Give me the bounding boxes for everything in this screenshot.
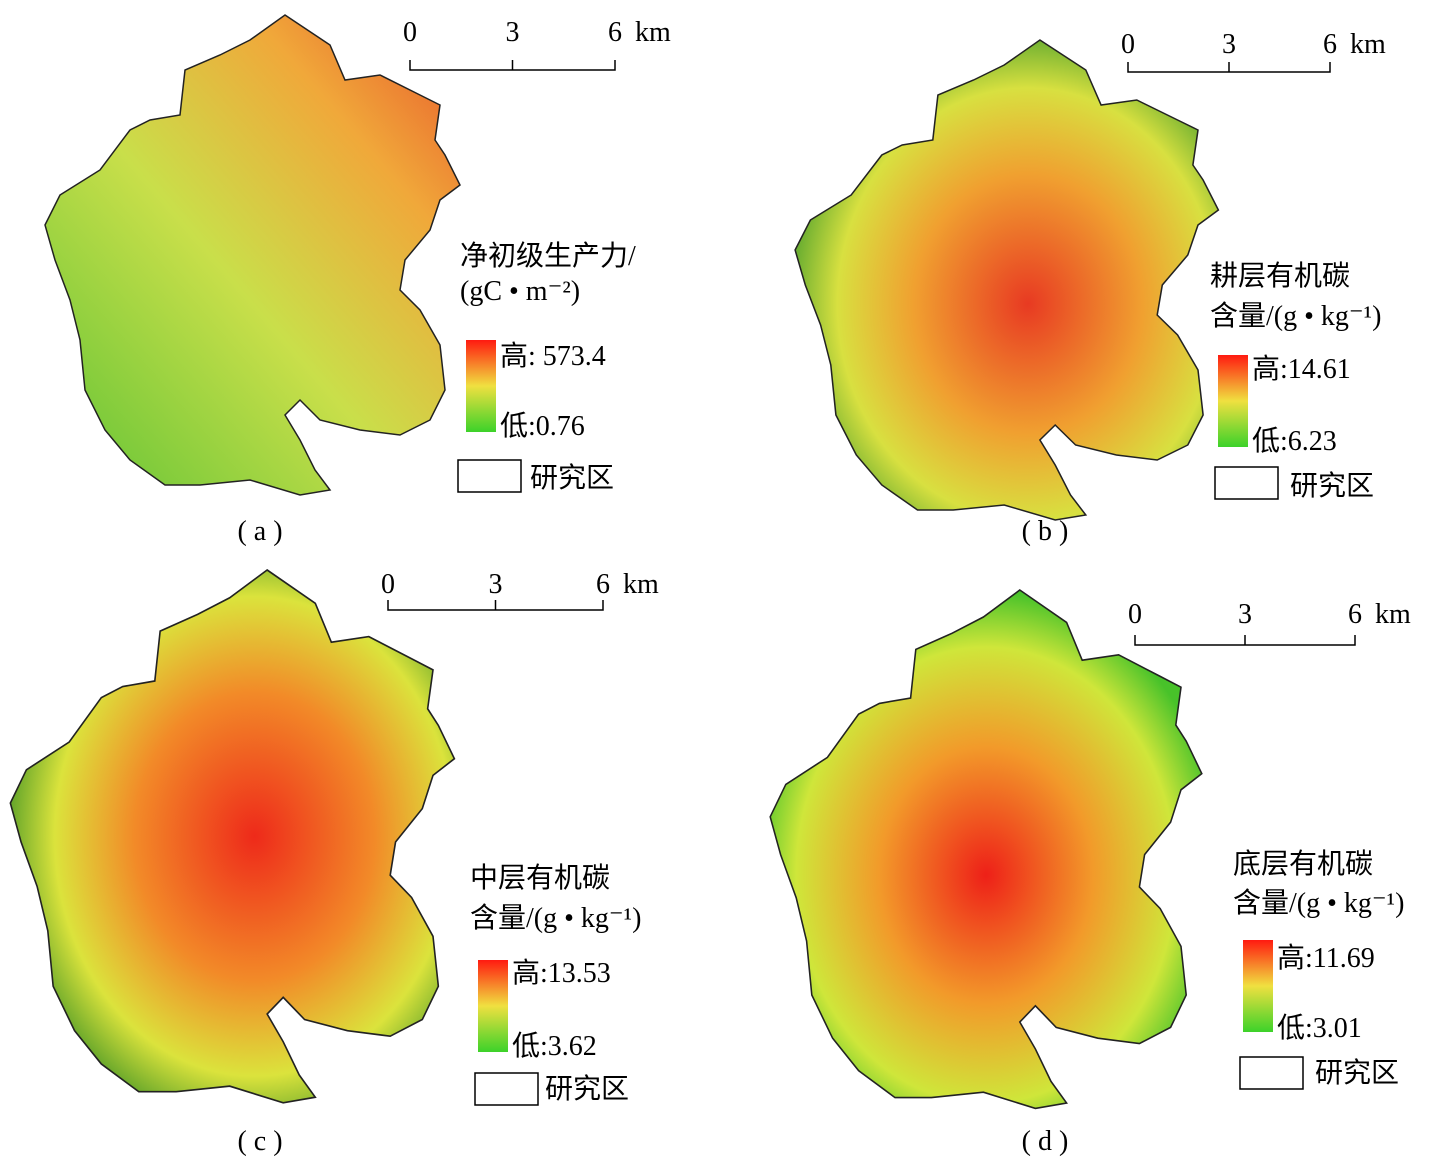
legend-low: 低:6.23: [1252, 425, 1337, 457]
scale-bar: [1134, 635, 1356, 646]
legend-low: 低:0.76: [500, 410, 585, 442]
legend-box: [1239, 1056, 1304, 1090]
legend-title: 含量/(g • kg⁻¹): [1233, 887, 1404, 919]
panel-label: ( a ): [237, 516, 282, 547]
scale-tick-label: 0: [403, 17, 417, 48]
scale-tick-label: 3: [1222, 29, 1236, 60]
scale-tick-label: 6: [596, 569, 610, 600]
scale-unit: km: [623, 569, 659, 600]
map-panel: 0 3 6 km 净初级生产力/ (gC • m⁻²) 高: 573.4 低:0.76 研究区 (…: [44, 14, 671, 547]
panel-label: ( c ): [237, 1126, 282, 1157]
scale-bar: [409, 60, 616, 71]
legend-box: [474, 1072, 539, 1106]
region-map: [9, 569, 456, 1104]
legend-title: 中层有机碳: [470, 862, 610, 894]
scale-tick-label: 3: [1238, 599, 1252, 630]
region-map: [44, 14, 461, 496]
legend-title: 含量/(g • kg⁻¹): [470, 902, 641, 934]
scale-tick-label: 6: [1323, 29, 1337, 60]
legend-box: [1214, 466, 1279, 500]
color-bar: [478, 960, 508, 1052]
legend-title: 净初级生产力/: [460, 240, 636, 272]
legend-area: 研究区: [1315, 1057, 1399, 1089]
legend-high: 高: 573.4: [500, 340, 606, 372]
region-map: [794, 39, 1220, 521]
scale-tick-label: 6: [1348, 599, 1362, 630]
legend-title: (gC • m⁻²): [460, 276, 580, 307]
scale-bar: [1127, 62, 1331, 73]
scale-tick-label: 0: [1121, 29, 1135, 60]
legend-high: 高:13.53: [512, 957, 611, 989]
scale-unit: km: [1375, 599, 1411, 630]
legend-box: [457, 459, 522, 493]
region-map: [769, 589, 1203, 1110]
legend-low: 低:3.62: [512, 1030, 597, 1062]
scale-unit: km: [635, 17, 671, 48]
color-bar: [1218, 355, 1248, 447]
legend-low: 低:3.01: [1277, 1012, 1362, 1044]
legend-title: 底层有机碳: [1233, 848, 1373, 880]
color-bar: [1243, 940, 1273, 1032]
scale-tick-label: 3: [506, 17, 520, 48]
panel-label: ( d ): [1022, 1126, 1069, 1157]
legend-title: 耕层有机碳: [1210, 260, 1350, 292]
legend-area: 研究区: [1290, 470, 1374, 502]
legend-title: 含量/(g • kg⁻¹): [1210, 300, 1381, 332]
scale-bar: [387, 600, 604, 611]
scale-tick-label: 6: [608, 17, 622, 48]
scale-tick-label: 0: [381, 569, 395, 600]
legend-high: 高:14.61: [1252, 353, 1351, 385]
legend-area: 研究区: [545, 1073, 629, 1105]
panel-label: ( b ): [1022, 516, 1069, 547]
legend-area: 研究区: [530, 462, 614, 494]
scale-tick-label: 3: [489, 569, 503, 600]
legend-high: 高:11.69: [1277, 942, 1375, 974]
color-bar: [466, 340, 496, 432]
scale-tick-label: 0: [1128, 599, 1142, 630]
scale-unit: km: [1350, 29, 1386, 60]
